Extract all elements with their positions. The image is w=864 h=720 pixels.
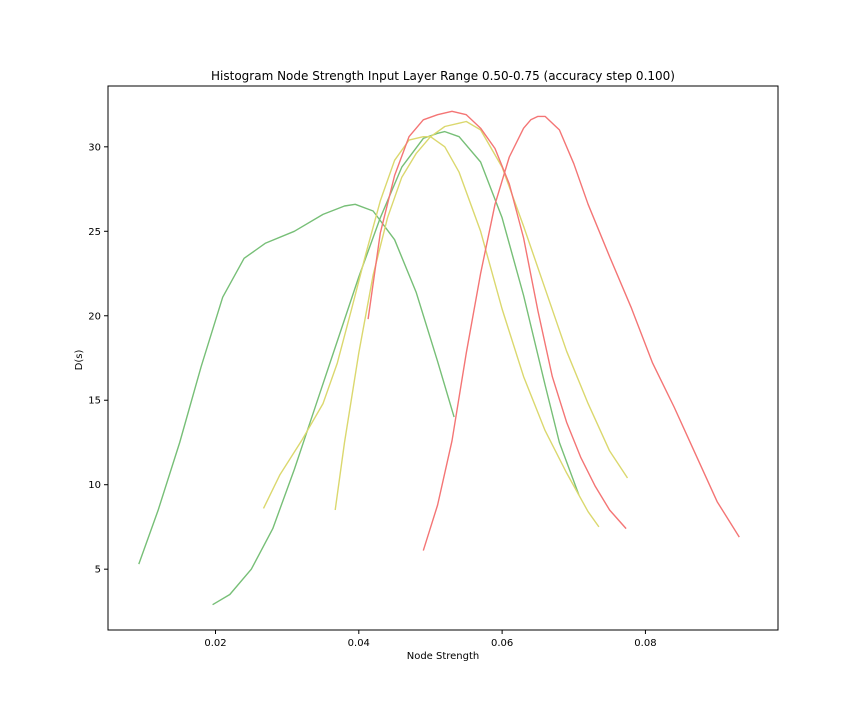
x-axis-ticks: 0.02 0.04 0.06 0.08 [204,630,657,649]
series-line-2-green [212,130,580,606]
y-tick-label: 20 [88,311,101,322]
series-line-3-yellow [262,136,600,528]
y-tick-label: 25 [88,227,101,238]
x-tick-label: 0.04 [348,638,370,649]
x-tick-label: 0.08 [634,638,656,649]
y-axis-ticks: 5 10 15 20 25 30 [88,142,108,576]
x-tick-label: 0.06 [491,638,513,649]
y-tick-label: 30 [88,142,101,153]
series-layer [138,110,740,606]
series-line-5-red [367,110,627,530]
y-tick-label: 10 [88,480,101,491]
x-axis-label: Node Strength [407,651,480,662]
y-axis-label: D(s) [74,350,85,371]
series-line-1-green [138,203,455,565]
chart-title: Histogram Node Strength Input Layer Rang… [211,69,675,83]
series-line-4-yellow [334,120,629,511]
x-tick-label: 0.02 [204,638,226,649]
y-tick-label: 15 [88,396,101,407]
plot-frame [107,85,779,631]
y-tick-label: 5 [95,565,101,576]
series-line-6-red [422,115,740,551]
